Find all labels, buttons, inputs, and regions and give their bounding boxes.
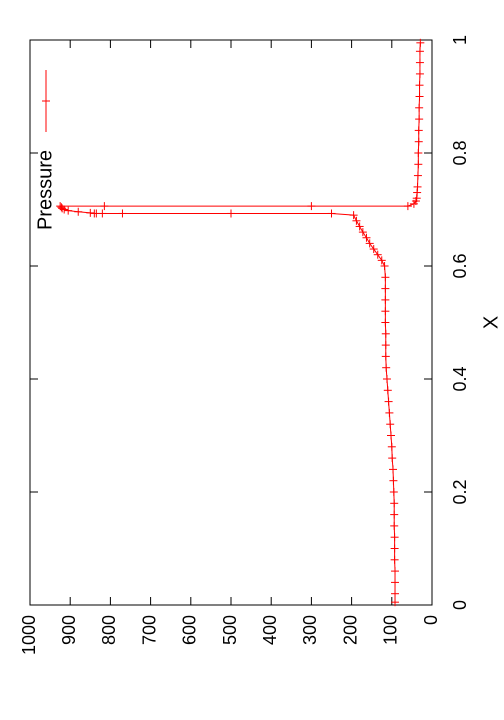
data-point bbox=[390, 544, 399, 553]
data-point bbox=[385, 408, 394, 417]
data-point bbox=[391, 589, 400, 598]
data-point bbox=[383, 386, 392, 395]
data-point bbox=[381, 329, 390, 338]
data-point bbox=[100, 202, 109, 211]
x-axis-ticks: 0 0.2 0.4 0.6 0.8 1 bbox=[30, 35, 470, 610]
y-tick-label: 200 bbox=[340, 615, 360, 645]
data-point bbox=[57, 203, 66, 212]
data-point bbox=[390, 510, 399, 519]
plot-area bbox=[29, 39, 433, 606]
y-tick-label: 300 bbox=[300, 615, 320, 645]
data-point bbox=[415, 47, 424, 56]
data-point bbox=[415, 115, 424, 124]
legend-label-pressure: Pressure bbox=[34, 150, 56, 230]
y-tick-label: 700 bbox=[139, 615, 159, 645]
data-point bbox=[380, 262, 389, 270]
data-point bbox=[86, 208, 95, 217]
data-point bbox=[390, 499, 399, 508]
data-point bbox=[307, 202, 316, 211]
data-point bbox=[327, 209, 336, 218]
x-tick-label: 1 bbox=[450, 35, 470, 45]
data-point bbox=[388, 454, 397, 463]
data-point bbox=[387, 442, 396, 451]
data-point bbox=[382, 375, 391, 383]
data-point bbox=[390, 533, 399, 542]
data-point bbox=[58, 204, 67, 213]
data-point bbox=[74, 207, 83, 216]
series-layer bbox=[56, 38, 425, 607]
y-tick-label: 900 bbox=[59, 615, 79, 645]
data-point bbox=[414, 137, 423, 146]
data-point bbox=[414, 149, 423, 157]
data-point bbox=[391, 598, 400, 607]
y-tick-label: 500 bbox=[220, 615, 240, 645]
data-point bbox=[90, 209, 99, 218]
data-point bbox=[381, 273, 390, 282]
data-point bbox=[389, 465, 398, 474]
data-point bbox=[389, 476, 398, 485]
y-tick-label: 1000 bbox=[19, 615, 39, 655]
data-point bbox=[365, 239, 374, 248]
data-point bbox=[415, 103, 424, 112]
data-point bbox=[369, 245, 378, 254]
data-point bbox=[362, 233, 371, 242]
data-point bbox=[352, 216, 361, 225]
data-point bbox=[415, 58, 424, 67]
data-point bbox=[64, 206, 73, 215]
data-point bbox=[386, 431, 395, 440]
data-point bbox=[381, 295, 390, 304]
data-point bbox=[390, 555, 399, 564]
x-tick-label: 0.2 bbox=[450, 479, 470, 504]
data-point bbox=[415, 69, 424, 78]
data-point bbox=[391, 567, 400, 576]
data-point bbox=[403, 202, 412, 211]
plot-frame bbox=[29, 39, 433, 606]
data-point bbox=[391, 578, 400, 587]
data-point bbox=[381, 307, 390, 316]
data-point bbox=[384, 397, 393, 406]
x-tick-label: 0.8 bbox=[450, 140, 470, 165]
data-point bbox=[358, 228, 367, 237]
data-point bbox=[413, 171, 422, 180]
y-tick-label: 400 bbox=[260, 615, 280, 645]
y-tick-label: 800 bbox=[99, 615, 119, 645]
x-tick-label: 0.4 bbox=[450, 366, 470, 391]
data-point bbox=[56, 202, 65, 211]
data-point bbox=[386, 420, 395, 429]
data-point bbox=[381, 284, 390, 293]
data-point bbox=[415, 92, 424, 101]
x-axis-label: X bbox=[480, 316, 502, 329]
y-tick-label: 100 bbox=[381, 615, 401, 645]
data-point bbox=[389, 488, 398, 496]
series-line-pressure bbox=[58, 42, 421, 603]
x-tick-label: 0 bbox=[450, 600, 470, 610]
data-point bbox=[414, 126, 423, 135]
data-point bbox=[227, 209, 235, 218]
data-point bbox=[118, 209, 127, 218]
data-point bbox=[381, 341, 390, 350]
x-tick-label: 0.6 bbox=[450, 253, 470, 278]
data-point bbox=[390, 521, 399, 530]
y-tick-label: 0 bbox=[421, 615, 441, 625]
data-point bbox=[381, 352, 390, 361]
data-point bbox=[415, 81, 424, 90]
y-axis-ticks: 0 100 200 300 400 500 600 700 800 900 1000 bbox=[19, 40, 441, 655]
data-point bbox=[373, 250, 382, 259]
data-point bbox=[349, 211, 358, 220]
data-point bbox=[355, 222, 364, 231]
data-point bbox=[416, 38, 425, 47]
data-point bbox=[382, 363, 391, 372]
data-point bbox=[377, 256, 386, 265]
data-point bbox=[413, 182, 422, 191]
data-point bbox=[381, 318, 390, 327]
data-point bbox=[414, 160, 423, 169]
legend-marker-pressure bbox=[42, 97, 50, 105]
y-tick-label: 600 bbox=[180, 615, 200, 645]
legend: Pressure bbox=[34, 70, 56, 230]
